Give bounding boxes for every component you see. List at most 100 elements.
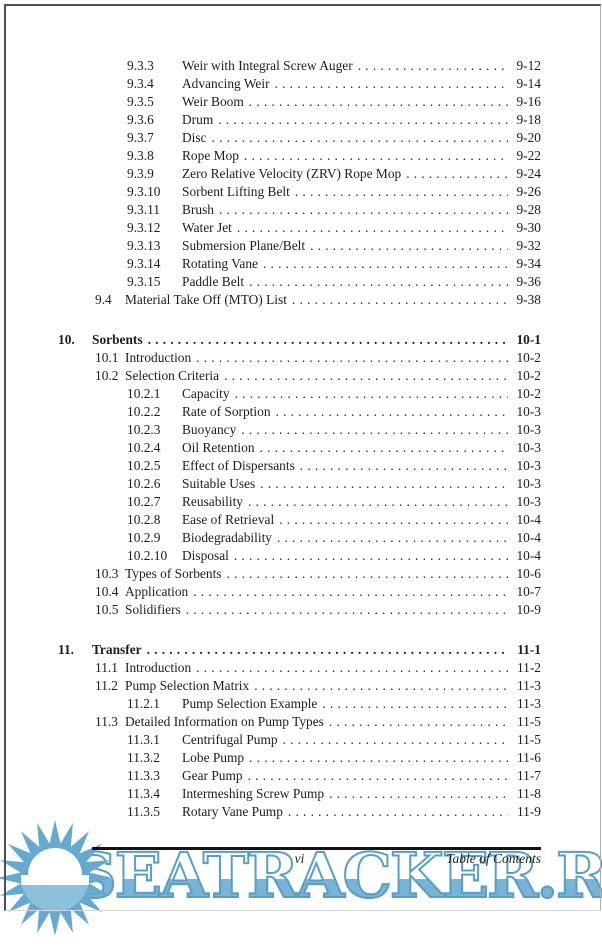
- toc-entry-page: 11-3: [516, 678, 541, 693]
- toc-entry-page: 10-4: [516, 548, 541, 563]
- toc-entry-page: 11-7: [516, 768, 541, 783]
- toc-entry-page: 10-3: [516, 494, 541, 509]
- dot-leader: [358, 57, 508, 75]
- toc-entry-title: Suitable Uses: [182, 476, 256, 491]
- toc-entry-page: 10-2: [516, 368, 541, 383]
- toc-entry-title: Rate of Sorption: [182, 404, 271, 419]
- dot-leader: [148, 331, 508, 349]
- dot-leader: [260, 475, 508, 493]
- toc-entry-number: 10.4: [95, 584, 119, 599]
- toc-entry-number: 10.2.7: [127, 494, 161, 509]
- toc-entry-title: Weir with Integral Screw Auger: [182, 58, 353, 73]
- toc-entry-title: Effect of Dispersants: [182, 458, 295, 473]
- dot-leader: [248, 767, 508, 785]
- toc-entry-title: Submersion Plane/Belt: [182, 238, 306, 253]
- toc-entry: 9.3.14 Rotating Vane 9-34: [58, 255, 541, 273]
- dot-leader: [288, 803, 508, 821]
- toc-entry-number: 10.2.10: [127, 548, 168, 563]
- toc-entry-number: 11.3.2: [127, 750, 160, 765]
- toc-entry-number: 10.2.5: [127, 458, 161, 473]
- dot-leader: [234, 547, 508, 565]
- toc-entry-title: Pump Selection Example: [182, 696, 318, 711]
- dot-leader: [235, 385, 508, 403]
- dot-leader: [248, 493, 508, 511]
- toc-entry: 10.4 Application 10-7: [58, 583, 541, 601]
- toc-entry-page: 10-7: [516, 584, 541, 599]
- dot-leader: [196, 349, 508, 367]
- dot-leader: [249, 93, 508, 111]
- toc-entry: 9.4 Material Take Off (MTO) List 9-38: [58, 291, 541, 309]
- toc-entry-page: 10-3: [516, 458, 541, 473]
- toc-entry-page: 9-22: [516, 148, 541, 163]
- toc-entry-page: 9-20: [516, 130, 541, 145]
- toc-entry-title: Solidifiers: [125, 602, 181, 617]
- toc-entry-page: 9-26: [516, 184, 541, 199]
- dot-leader: [276, 403, 508, 421]
- toc-entry-page: 11-1: [517, 642, 541, 657]
- dot-leader: [219, 201, 508, 219]
- dot-leader: [283, 731, 508, 749]
- toc-entry: 11.3.2 Lobe Pump 11-6: [58, 749, 541, 767]
- page-footer: vi Table of Contents: [58, 851, 541, 869]
- toc-entry-number: 9.3.5: [127, 94, 154, 109]
- dot-leader: [329, 785, 508, 803]
- toc-entry: 11.3 Detailed Information on Pump Types …: [58, 713, 541, 731]
- toc-entry-number: 11.3: [95, 714, 118, 729]
- toc-entry-number: 9.3.7: [127, 130, 154, 145]
- dot-leader: [254, 677, 508, 695]
- toc-entry: 11.1 Introduction 11-2: [58, 659, 541, 677]
- toc-entry: 10.2.6 Suitable Uses 10-3: [58, 475, 541, 493]
- toc-entry-title: Drum: [182, 112, 214, 127]
- toc-entry: 9.3.15 Paddle Belt 9-36: [58, 273, 541, 291]
- toc-entry: 9.3.4 Advancing Weir 9-14: [58, 75, 541, 93]
- toc-entry-title: Application: [125, 584, 189, 599]
- toc-entry: 9.3.8 Rope Mop 9-22: [58, 147, 541, 165]
- toc-entry-page: 10-9: [516, 602, 541, 617]
- toc-entry-page: 10-3: [516, 422, 541, 437]
- toc-entry-title: Brush: [182, 202, 214, 217]
- toc-entry-number: 11.3.5: [127, 804, 160, 819]
- dot-leader: [196, 659, 508, 677]
- table-of-contents: 9.3.3 Weir with Integral Screw Auger 9-1…: [58, 57, 541, 821]
- toc-entry: 9.3.7 Disc 9-20: [58, 129, 541, 147]
- dot-leader: [406, 165, 508, 183]
- toc-entry-number: 10.5: [95, 602, 119, 617]
- toc-entry-number: 10.1: [95, 350, 119, 365]
- toc-entry-page: 10-1: [516, 332, 541, 347]
- toc-entry-number: 10.2: [95, 368, 119, 383]
- toc-entry-page: 11-6: [516, 750, 541, 765]
- toc-entry-page: 9-30: [516, 220, 541, 235]
- toc-entry-title: Sorbent Lifting Belt: [182, 184, 290, 199]
- toc-entry-number: 9.3.10: [127, 184, 161, 199]
- toc-entry-page: 9-34: [516, 256, 541, 271]
- toc-entry-number: 10.2.6: [127, 476, 161, 491]
- dot-leader: [295, 183, 508, 201]
- toc-entry: 10.5 Solidifiers 10-9: [58, 601, 541, 619]
- toc-entry-page: 10-6: [516, 566, 541, 581]
- toc-entry-title: Biodegradability: [182, 530, 272, 545]
- toc-entry-number: 10.2.1: [127, 386, 161, 401]
- toc-entry-title: Lobe Pump: [182, 750, 245, 765]
- toc-entry-page: 10-3: [516, 440, 541, 455]
- dot-leader: [249, 749, 508, 767]
- toc-entry-page: 10-3: [516, 476, 541, 491]
- dot-leader: [193, 583, 508, 601]
- toc-entry: 10.1 Introduction 10-2: [58, 349, 541, 367]
- toc-entry-number: 11.3.4: [127, 786, 160, 801]
- toc-entry: 9.3.10 Sorbent Lifting Belt 9-26: [58, 183, 541, 201]
- toc-entry-page: 11-5: [516, 732, 541, 747]
- dot-leader: [263, 255, 508, 273]
- dot-leader: [277, 529, 508, 547]
- toc-entry-title: Capacity: [182, 386, 230, 401]
- dot-leader: [279, 511, 508, 529]
- toc-entry-number: 9.3.9: [127, 166, 154, 181]
- folio-page-number: vi: [294, 851, 305, 866]
- toc-entry-number: 9.3.11: [127, 202, 160, 217]
- toc-entry: 9.3.3 Weir with Integral Screw Auger 9-1…: [58, 57, 541, 75]
- dot-leader: [329, 713, 508, 731]
- dot-leader: [244, 147, 508, 165]
- toc-entry: 10.2.3 Buoyancy 10-3: [58, 421, 541, 439]
- toc-entry-page: 9-38: [516, 292, 541, 307]
- toc-entry-title: Intermeshing Screw Pump: [182, 786, 325, 801]
- toc-entry-title: Introduction: [125, 350, 192, 365]
